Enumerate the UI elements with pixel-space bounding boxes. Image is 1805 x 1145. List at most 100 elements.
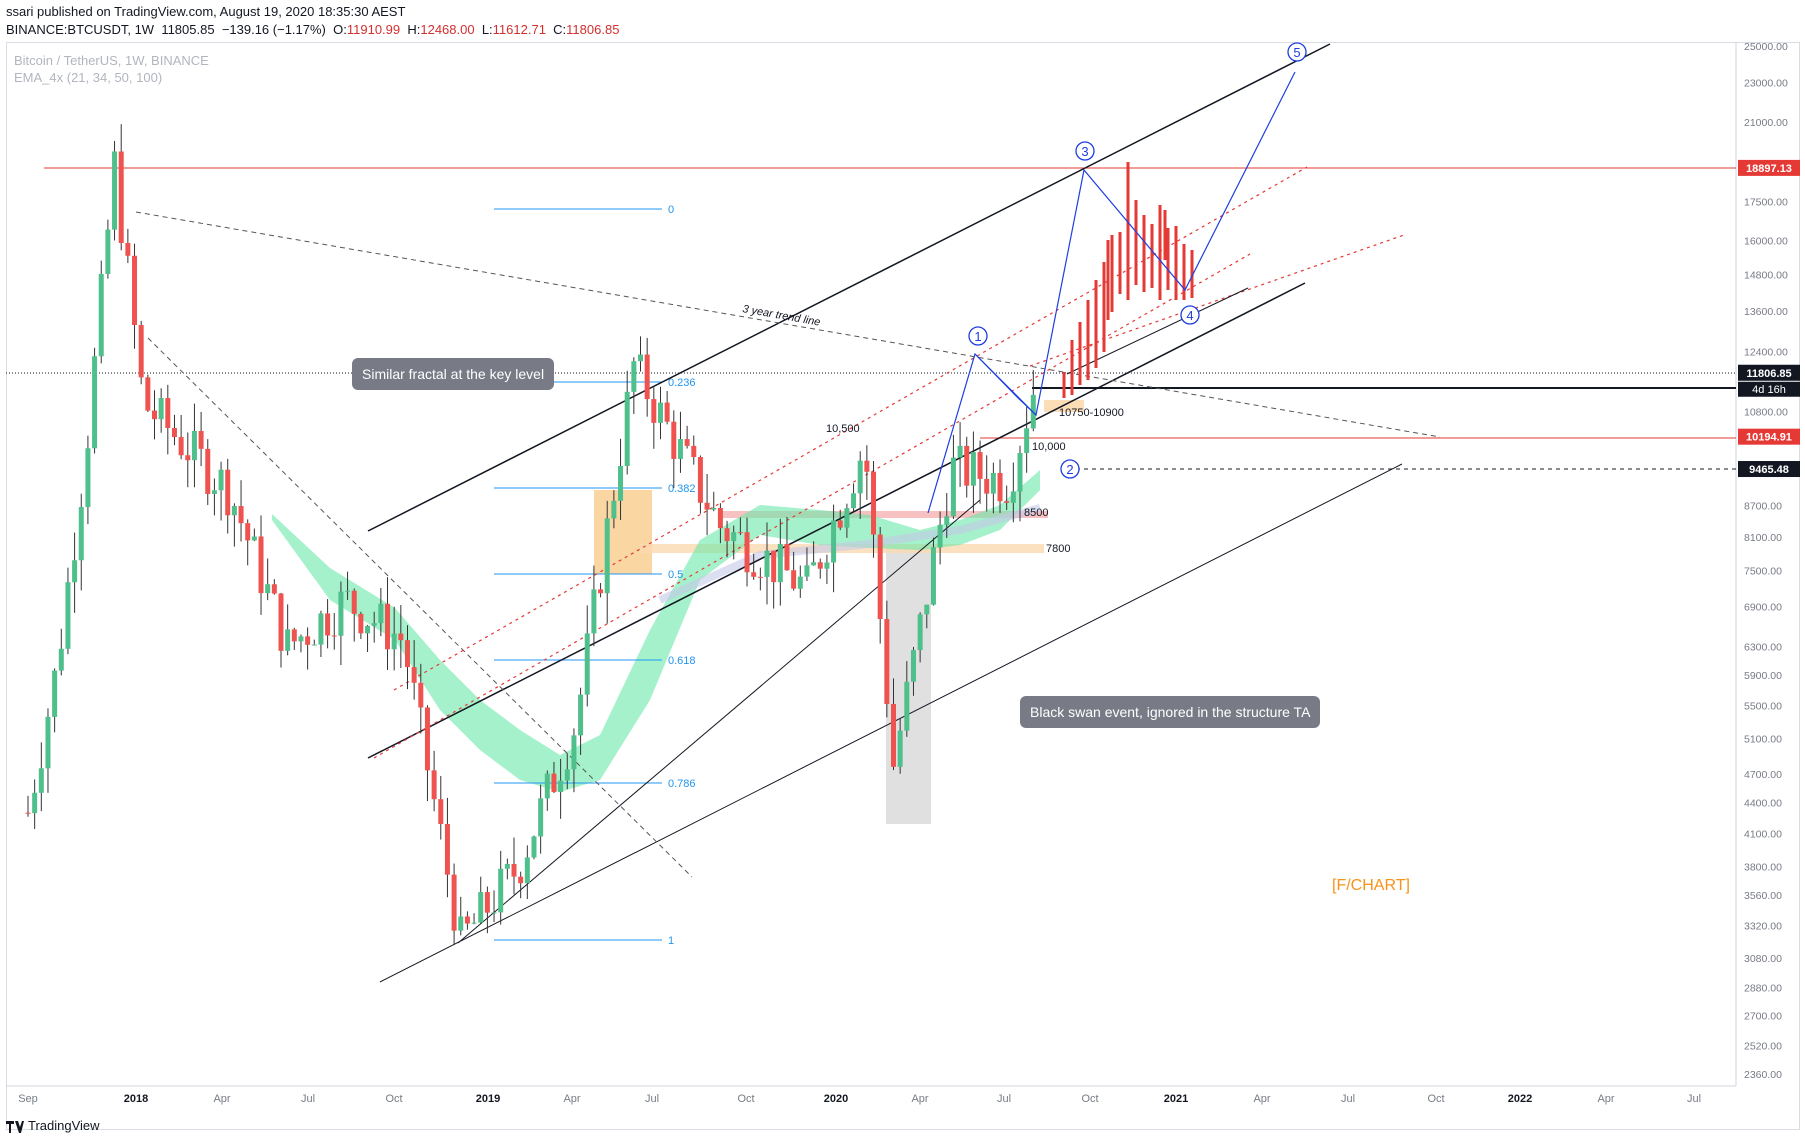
candle-body [65,582,71,649]
fib-label-0.786: 0.786 [668,778,696,790]
price-tick-16000.00: 16000.00 [1744,235,1788,247]
candle-body [604,518,610,594]
candle-body [105,229,111,274]
candle-body [598,589,604,594]
candle-body [538,798,544,837]
candle-body [657,402,663,423]
time-tick-2018: 2018 [124,1093,148,1105]
label-7800: 7800 [1046,543,1070,555]
time-tick-Apr: Apr [1597,1093,1614,1105]
wave-label-4: 4 [1186,308,1193,323]
candle-body [944,516,950,525]
candle-body [784,543,790,571]
candle-body [1024,428,1030,453]
candle-body [318,613,324,645]
candle-body [717,507,723,529]
candle-body [464,916,470,924]
candle-body [910,650,916,682]
price-tick-3080.00: 3080.00 [1744,953,1782,965]
chart-frame[interactable] [6,42,1800,1130]
price-badge-text-18897.13: 18897.13 [1746,163,1792,175]
price-tick-2360.00: 2360.00 [1744,1069,1782,1081]
candle-body [191,431,197,461]
price-badge-9465.48 [1738,461,1800,478]
candle-body [990,472,996,494]
candle-body [844,508,850,528]
candle-body [677,439,683,459]
zone-8500 [718,511,1048,518]
fib-label-0.382: 0.382 [668,483,696,495]
high-value: 12468.00 [420,22,475,37]
candle-body [112,151,118,230]
ema-ribbon [272,470,1040,792]
time-tick-2020: 2020 [824,1093,848,1105]
candle-body [438,799,444,824]
candle-body [611,500,617,519]
candle-body [737,532,743,534]
price-badge-text-10194.91: 10194.91 [1746,432,1792,444]
candle-body [644,354,650,400]
price-tick-13600.00: 13600.00 [1744,306,1788,318]
time-tick-Jul: Jul [645,1093,659,1105]
countdown-badge [1738,381,1800,397]
candle-body [132,255,138,325]
price-tick-25000.00: 25000.00 [1744,41,1788,53]
price-badge-text-9465.48: 9465.48 [1749,464,1789,476]
price-tick-4400.00: 4400.00 [1744,798,1782,810]
candle-body [451,874,457,931]
descending-dashed-line [147,337,693,878]
candle-body [697,457,703,503]
candle-body [997,472,1003,502]
candle-body [52,670,58,717]
candle-body [72,560,78,583]
wave-label-3: 3 [1081,144,1088,159]
candle-body [198,431,204,449]
price-tick-8700.00: 8700.00 [1744,501,1782,513]
time-tick-2021: 2021 [1164,1093,1188,1105]
candle-body [458,916,464,931]
candle-body [704,502,710,510]
black-swan-callout: Black swan event, ignored in the structu… [1020,696,1321,728]
candle-body [977,452,983,479]
price-tick-3320.00: 3320.00 [1744,920,1782,932]
candle-body [791,570,797,589]
candle-body [424,707,430,771]
candle-body [225,469,231,516]
time-tick-Apr: Apr [563,1093,580,1105]
price-change: −139.16 (−1.17%) [221,22,326,37]
wave-label-1: 1 [974,329,981,344]
candle-body [418,682,424,708]
candle-body [251,536,257,541]
price-tick-7500.00: 7500.00 [1744,565,1782,577]
candle-body [578,694,584,736]
candle-body [871,471,877,535]
candle-body [897,730,903,767]
candle-body [930,547,936,605]
candle-body [311,644,317,646]
candle-body [877,534,883,620]
candle-body [518,876,524,884]
candle-body [378,603,384,624]
ohlc-line: BINANCE:BTCUSDT, 1W 11805.85 −139.16 (−1… [6,22,619,37]
candle-body [904,681,910,731]
candle-body [245,523,251,541]
candle-body [671,421,677,459]
label-8500: 8500 [1024,507,1048,519]
candle-body [551,773,557,793]
candle-body [138,324,144,378]
time-tick-Oct: Oct [1427,1093,1444,1105]
candle-body [891,703,896,767]
candle-body [624,391,630,467]
candle-body [591,589,597,634]
candle-body [884,619,890,704]
candle-body [205,448,211,494]
time-tick-Sep: Sep [18,1093,38,1105]
candle-body [431,770,437,800]
candle-body [411,667,417,683]
candle-body [498,868,504,913]
candle-body [864,460,870,472]
candle-body [171,428,177,438]
label-10000: 10,000 [1032,441,1066,453]
elliott-wave-path [927,71,1296,514]
